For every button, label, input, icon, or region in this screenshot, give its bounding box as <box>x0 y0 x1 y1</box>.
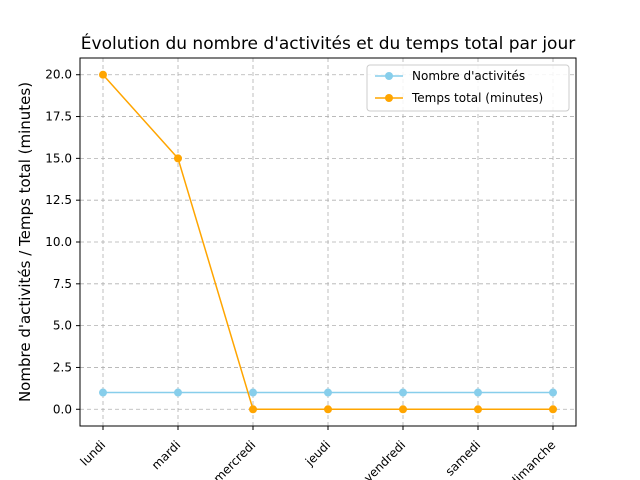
legend-box <box>366 64 570 112</box>
y-tick-label: 12.5 <box>45 193 72 207</box>
y-tick-label: 10.0 <box>45 235 72 249</box>
data-point <box>99 70 107 79</box>
data-point <box>324 388 332 397</box>
data-point <box>549 388 557 397</box>
y-tick-label: 15.0 <box>45 151 72 165</box>
legend: Nombre d'activités Temps total (minutes) <box>366 64 570 112</box>
y-tick-label: 0.0 <box>53 402 72 416</box>
chart-title: Évolution du nombre d'activités et du te… <box>81 32 575 54</box>
x-tick-label: mardi <box>149 438 183 472</box>
series-layer <box>99 70 557 414</box>
y-tick-label: 5.0 <box>53 319 72 333</box>
y-axis-label: Nombre d'activités / Temps total (minute… <box>16 82 34 402</box>
data-point <box>474 388 482 397</box>
data-point <box>399 388 407 397</box>
legend-label: Nombre d'activités <box>412 69 525 83</box>
y-tick-label: 20.0 <box>45 68 72 82</box>
x-tick-label: mercredi <box>211 438 259 480</box>
ticks: lundi mardi mercredi jeudi vendredi samedi dim… <box>45 68 558 480</box>
data-point <box>174 154 182 163</box>
data-point <box>399 405 407 414</box>
x-tick-label: vendredi <box>361 438 408 480</box>
y-tick-label: 17.5 <box>45 110 72 124</box>
x-tick-label: dimanche <box>507 438 559 480</box>
legend-label: Temps total (minutes) <box>411 91 543 105</box>
y-tick-label: 7.5 <box>53 277 72 291</box>
data-point <box>474 405 482 414</box>
y-tick-label: 2.5 <box>53 360 72 374</box>
data-point <box>99 388 107 397</box>
data-point <box>549 405 557 414</box>
legend-marker <box>385 94 393 102</box>
x-tick-label: lundi <box>78 438 109 469</box>
data-point <box>249 405 257 414</box>
legend-marker <box>385 72 393 80</box>
data-point <box>249 388 257 397</box>
x-tick-label: jeudi <box>302 438 333 469</box>
data-point <box>174 388 182 397</box>
x-tick-label: samedi <box>443 438 484 479</box>
grid <box>80 58 576 426</box>
data-point <box>324 405 332 414</box>
